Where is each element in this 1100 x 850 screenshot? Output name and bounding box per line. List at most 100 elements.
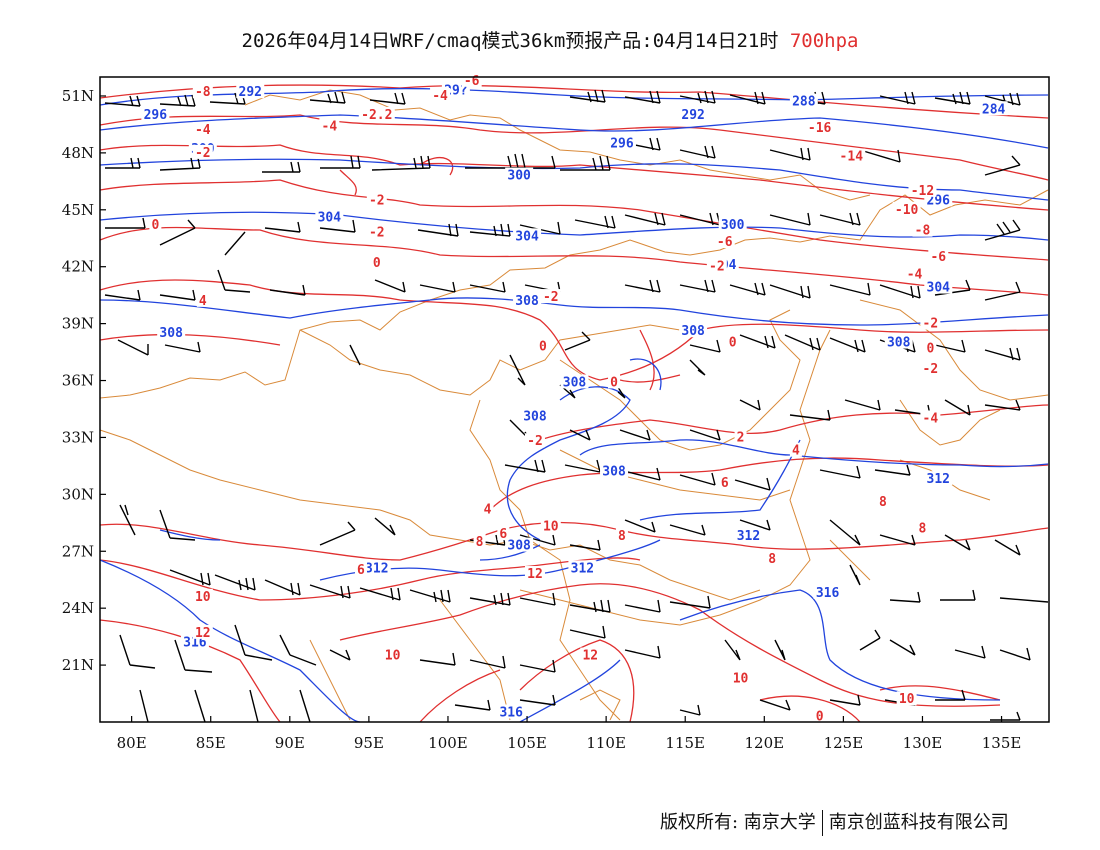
temp-label: -6 bbox=[717, 235, 733, 250]
temp-label-bg bbox=[916, 520, 929, 535]
temp-label: 10 bbox=[195, 590, 211, 605]
temp-label: 0 bbox=[926, 341, 934, 356]
height-label: 284 bbox=[982, 102, 1006, 117]
lon-label: 120E bbox=[745, 734, 785, 752]
temp-label-bg bbox=[912, 222, 933, 237]
temp-label: 10 bbox=[543, 520, 559, 535]
temp-label: -2 bbox=[543, 290, 559, 305]
temp-label: 8 bbox=[879, 495, 887, 510]
temp-label: -6 bbox=[930, 250, 946, 265]
temp-label-bg bbox=[920, 361, 941, 376]
height-label: 288 bbox=[792, 95, 816, 110]
lon-label: 85E bbox=[196, 734, 226, 752]
temp-label: -2 bbox=[369, 226, 385, 241]
height-label-bg bbox=[513, 228, 542, 243]
temp-label-bg bbox=[358, 106, 395, 121]
temp-label-bg bbox=[540, 518, 561, 533]
temp-label-bg bbox=[370, 254, 383, 269]
temp-label: -8 bbox=[915, 224, 931, 239]
height-label: 316 bbox=[183, 635, 207, 650]
lat-label: 36N bbox=[62, 372, 94, 390]
height-label-bg bbox=[236, 84, 265, 99]
temp-label: -2 bbox=[195, 146, 211, 161]
temp-label-bg bbox=[837, 148, 866, 163]
temp-label: -16 bbox=[808, 121, 832, 136]
temp-label-bg bbox=[536, 338, 549, 353]
height-label: 304 bbox=[515, 229, 539, 244]
barb-row-27 bbox=[119, 504, 1021, 556]
temp-label: 12 bbox=[527, 567, 543, 582]
temp-label: -2 bbox=[923, 317, 939, 332]
temp-label-bg bbox=[730, 670, 751, 685]
temp-label-bg bbox=[706, 258, 727, 273]
temp-label: 4 bbox=[792, 444, 800, 459]
temp-label: 0 bbox=[729, 336, 737, 351]
height-label-bg bbox=[734, 528, 763, 543]
height-label-bg bbox=[315, 209, 344, 224]
height-label-bg bbox=[560, 374, 589, 389]
height-label: 292 bbox=[239, 85, 262, 100]
title-level: 700hpa bbox=[789, 30, 859, 52]
height-label-bg bbox=[520, 408, 549, 423]
lon-label: 135E bbox=[982, 734, 1022, 752]
height-label: 304 bbox=[927, 281, 951, 296]
lat-label: 24N bbox=[62, 599, 94, 617]
height-label-bg bbox=[157, 325, 186, 340]
temp-label-bg bbox=[524, 566, 545, 581]
temp-label: 4 bbox=[199, 294, 207, 309]
lat-label: 45N bbox=[62, 201, 94, 219]
temp-label: -8 bbox=[195, 85, 211, 100]
temp-label-bg bbox=[524, 433, 545, 448]
barb-row-42 bbox=[104, 269, 1021, 301]
height-label: 316 bbox=[499, 706, 523, 721]
temp-label-bg bbox=[805, 120, 834, 135]
temp-label-bg bbox=[192, 144, 213, 159]
plot-background bbox=[100, 77, 1049, 722]
height-label: 316 bbox=[816, 586, 840, 601]
height-label: 308 bbox=[523, 410, 547, 425]
height-label: 308 bbox=[602, 465, 626, 480]
height-label-bg bbox=[718, 216, 747, 231]
lon-label: 95E bbox=[354, 734, 384, 752]
temp-label-bg bbox=[813, 708, 826, 723]
temp-label-bg bbox=[192, 84, 213, 99]
height-label-bg bbox=[789, 93, 818, 108]
height-label: 296 bbox=[610, 136, 634, 151]
height-label-bg bbox=[513, 292, 542, 307]
temp-label: 6 bbox=[357, 563, 365, 578]
temp-label: -2 bbox=[527, 434, 543, 449]
lat-label: 42N bbox=[62, 258, 94, 276]
temp-label: -4 bbox=[195, 123, 211, 138]
temp-label-bg bbox=[481, 501, 494, 516]
temp-label: 12 bbox=[582, 649, 598, 664]
height-label: 300 bbox=[721, 218, 745, 233]
height-label: 308 bbox=[681, 324, 705, 339]
height-label-bg bbox=[679, 323, 708, 338]
temp-label: 0 bbox=[539, 339, 547, 354]
temp-label: -4 bbox=[432, 89, 448, 104]
temp-label: 6 bbox=[499, 527, 507, 542]
temp-label: -2.2 bbox=[361, 108, 392, 123]
copyright-text: 版权所有: 南京大学 bbox=[660, 812, 816, 833]
temp-label: -2 bbox=[369, 193, 385, 208]
plot-frame bbox=[99, 76, 1050, 723]
barb-row-30 bbox=[504, 459, 911, 491]
temp-label-bg bbox=[192, 122, 213, 137]
height-label-bg bbox=[884, 334, 913, 349]
lat-label: 30N bbox=[62, 485, 94, 503]
height-label-bg bbox=[924, 471, 953, 486]
barb-row-21 bbox=[119, 624, 1031, 673]
barb-row-45 bbox=[105, 212, 1021, 256]
temp-label-bg bbox=[615, 528, 628, 543]
height-label: 308 bbox=[515, 294, 539, 309]
temp-label-bg bbox=[382, 647, 403, 662]
barb-row-39 bbox=[117, 331, 1021, 366]
height-label: 304 bbox=[318, 210, 342, 225]
temp-label-bg bbox=[766, 550, 779, 565]
lon-label: 90E bbox=[275, 734, 305, 752]
lat-label: 33N bbox=[62, 428, 94, 446]
height-label-bg bbox=[679, 106, 708, 121]
height-label-bg bbox=[813, 585, 842, 599]
temp-label-bg bbox=[896, 691, 917, 706]
height-label-bg bbox=[979, 101, 1008, 116]
